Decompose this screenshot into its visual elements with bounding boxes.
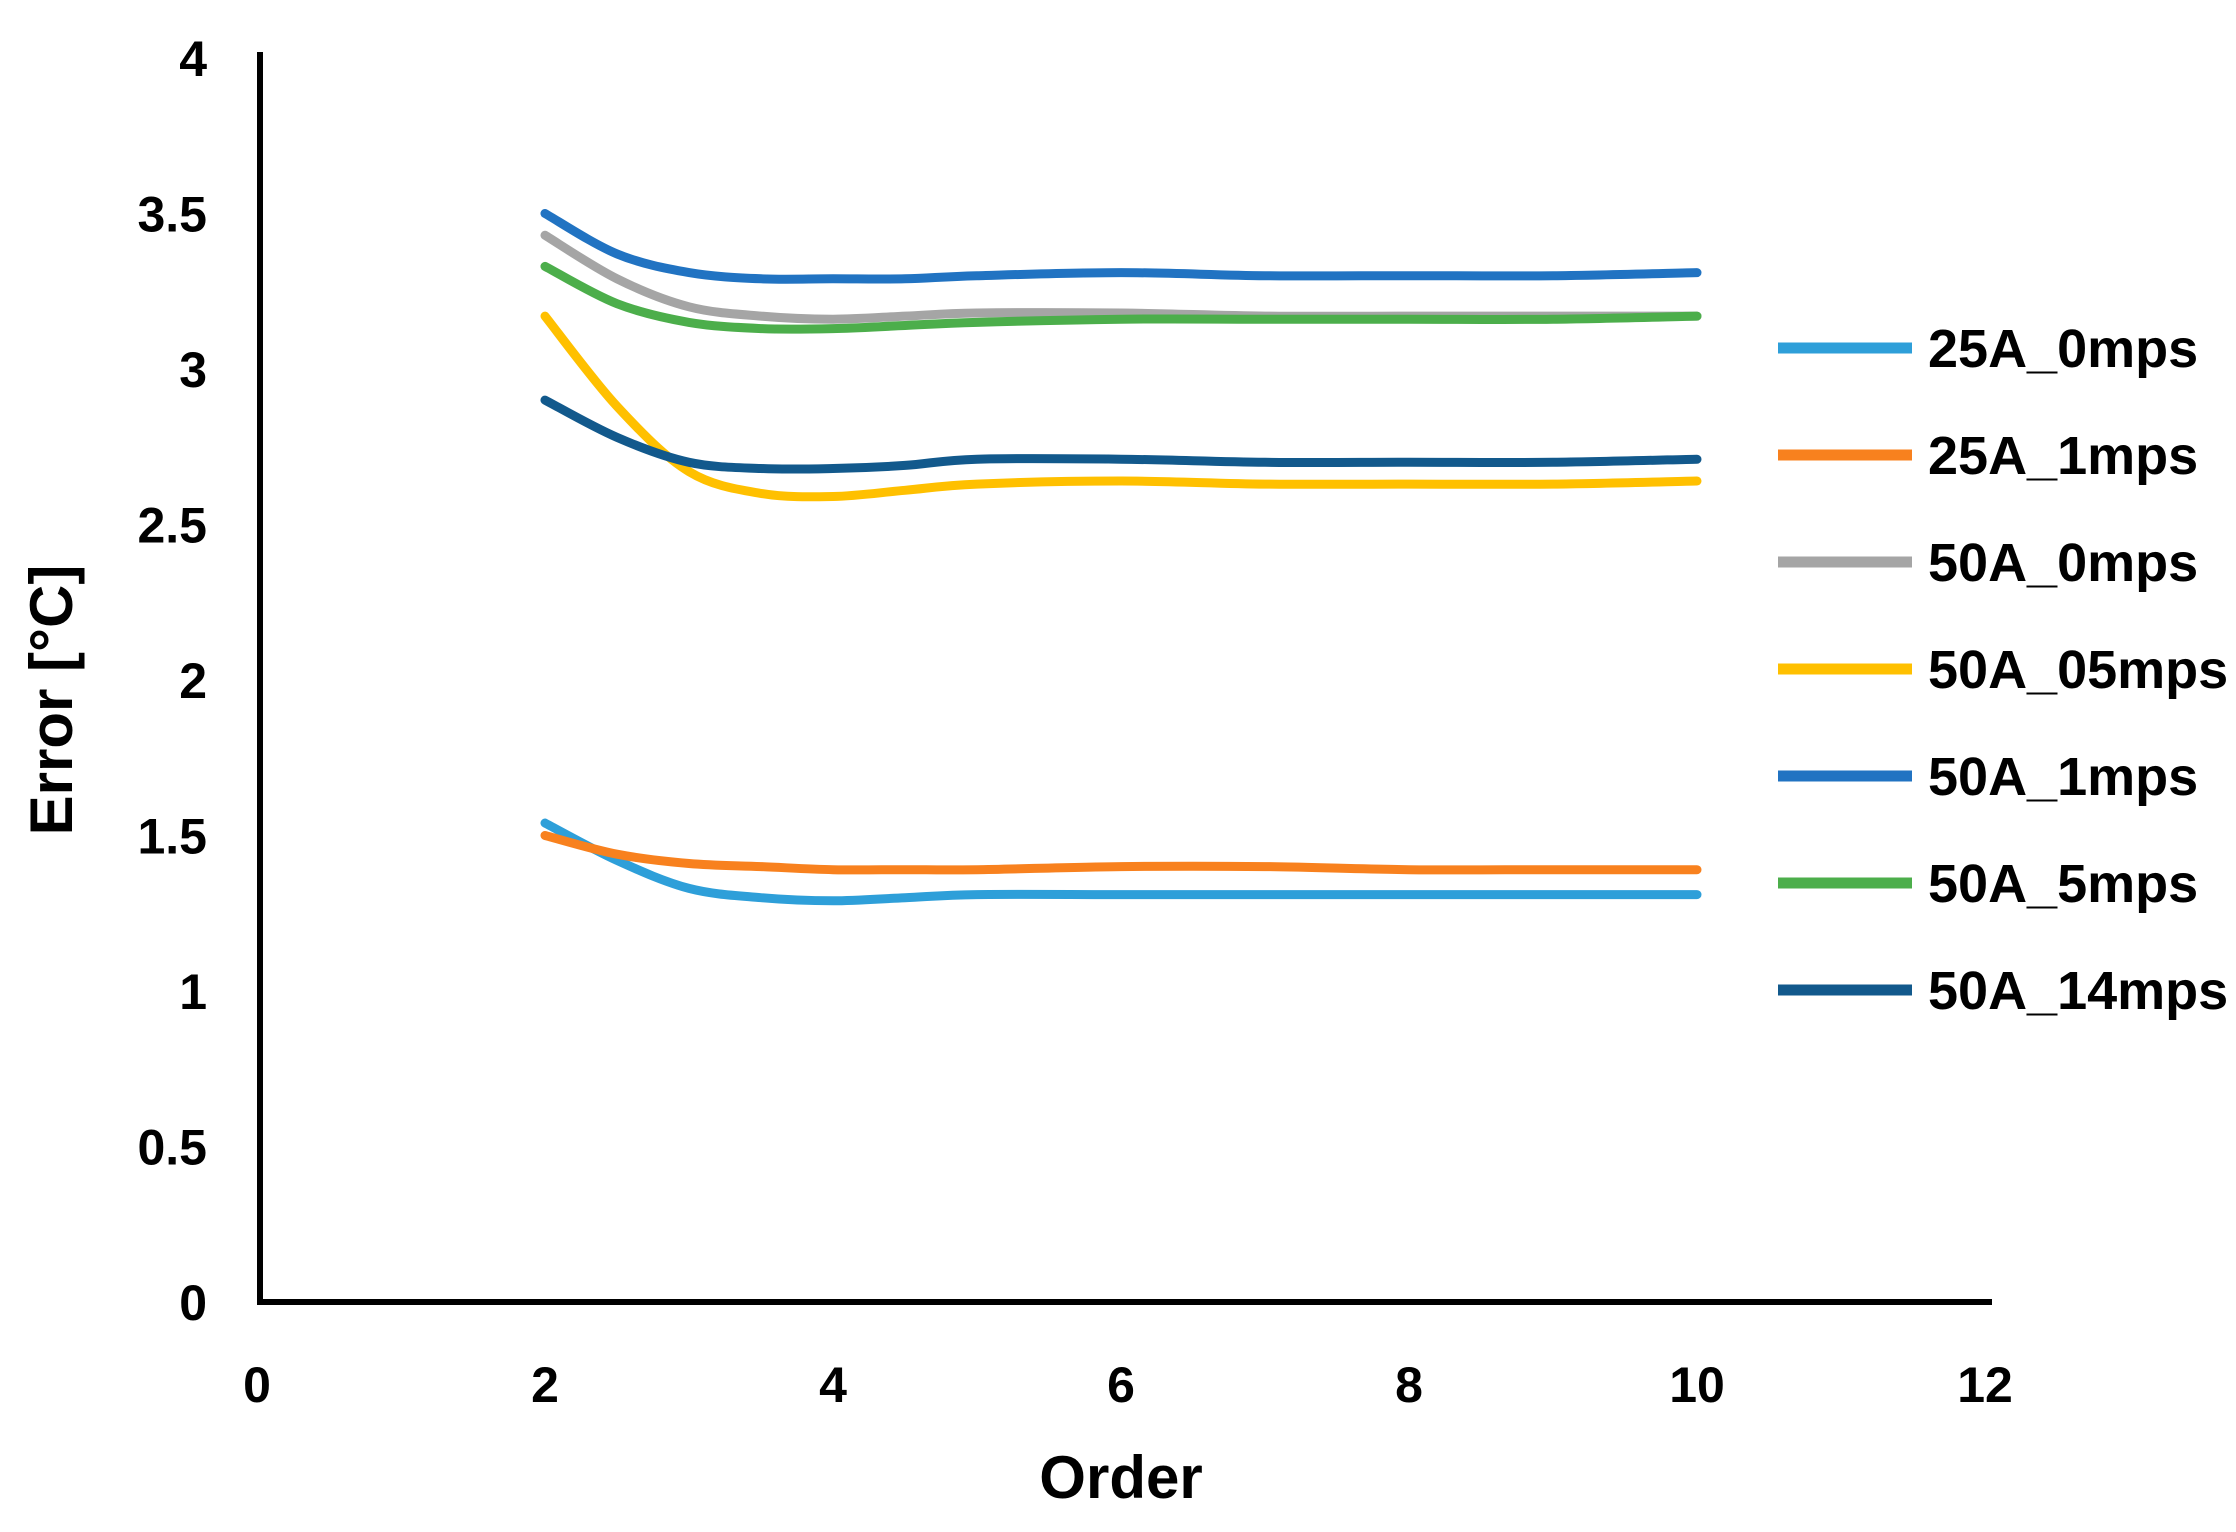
legend-label-50A_14mps: 50A_14mps	[1928, 961, 2228, 1021]
legend: 25A_0mps 25A_1mps 50A_0mps 50A_05mps 50A_1mp…	[1778, 319, 2228, 1021]
y-axis-title: Error [°C]	[18, 565, 85, 836]
y-tick-label: 4	[179, 31, 207, 87]
legend-label-50A_1mps: 50A_1mps	[1928, 747, 2198, 807]
legend-item-50A_5mps: 50A_5mps	[1778, 854, 2198, 914]
legend-item-25A_0mps: 25A_0mps	[1778, 319, 2198, 379]
legend-label-50A_05mps: 50A_05mps	[1928, 640, 2228, 700]
series-line-50A_5mps	[540, 261, 1702, 334]
series-line-25A_1mps	[540, 831, 1702, 875]
y-tick-label: 0	[179, 1275, 207, 1331]
x-axis-ticks: 0 2 4 6 8 10 12	[243, 1357, 2013, 1413]
series-line-50A_14mps	[540, 395, 1702, 474]
x-tick-label: 4	[819, 1357, 847, 1413]
series-line-50A_1mps	[540, 209, 1702, 284]
legend-label-25A_0mps: 25A_0mps	[1928, 319, 2198, 379]
series-line-50A_05mps	[540, 311, 1702, 502]
series-lines	[540, 209, 1702, 906]
y-tick-label: 2	[179, 653, 207, 709]
legend-item-25A_1mps: 25A_1mps	[1778, 426, 2198, 486]
y-tick-label: 3.5	[137, 187, 207, 243]
x-tick-label: 2	[531, 1357, 559, 1413]
legend-label-50A_0mps: 50A_0mps	[1928, 533, 2198, 593]
x-tick-label: 0	[243, 1357, 271, 1413]
x-tick-label: 12	[1957, 1357, 2013, 1413]
y-axis-ticks: 0 0.5 1 1.5 2 2.5 3 3.5 4	[137, 31, 207, 1331]
y-tick-label: 3	[179, 342, 207, 398]
legend-item-50A_05mps: 50A_05mps	[1778, 640, 2228, 700]
legend-item-50A_0mps: 50A_0mps	[1778, 533, 2198, 593]
y-tick-label: 1	[179, 964, 207, 1020]
y-tick-label: 2.5	[137, 498, 207, 554]
x-tick-label: 8	[1395, 1357, 1423, 1413]
legend-label-25A_1mps: 25A_1mps	[1928, 426, 2198, 486]
series-line-25A_0mps	[540, 818, 1702, 906]
x-tick-label: 6	[1107, 1357, 1135, 1413]
x-axis-title: Order	[1039, 1444, 1202, 1511]
axes	[257, 52, 1992, 1305]
legend-item-50A_14mps: 50A_14mps	[1778, 961, 2228, 1021]
x-tick-label: 10	[1669, 1357, 1725, 1413]
y-tick-label: 0.5	[137, 1120, 207, 1176]
y-tick-label: 1.5	[137, 809, 207, 865]
legend-item-50A_1mps: 50A_1mps	[1778, 747, 2198, 807]
legend-label-50A_5mps: 50A_5mps	[1928, 854, 2198, 914]
